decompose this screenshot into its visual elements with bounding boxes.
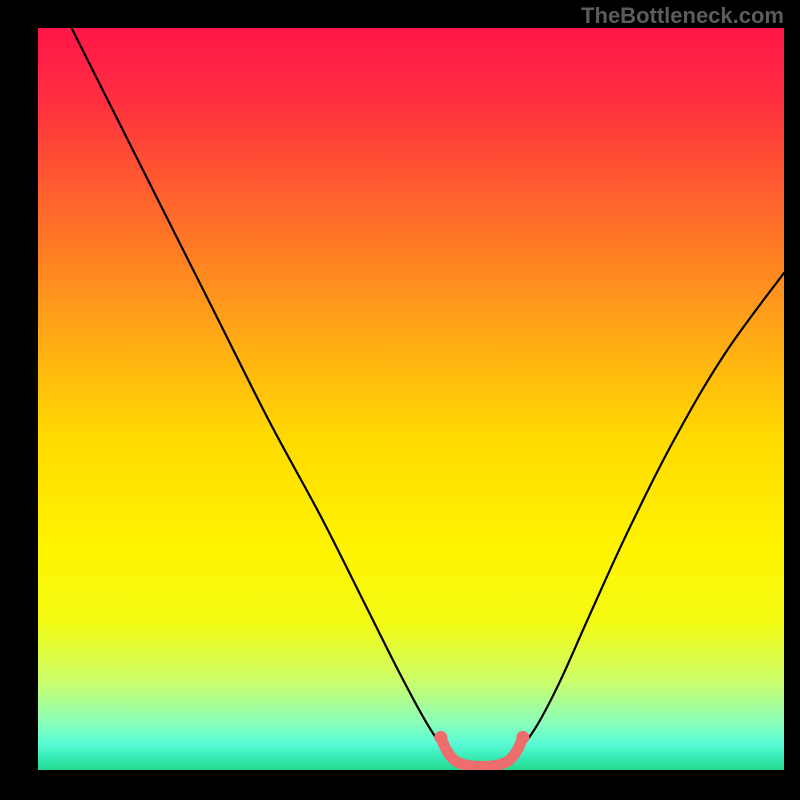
plot-area [38, 28, 784, 770]
bottleneck-curve [72, 28, 784, 767]
watermark-text: TheBottleneck.com [581, 3, 784, 29]
valley-highlight-left-cap [434, 731, 447, 744]
valley-highlight [441, 737, 523, 766]
curve-layer [38, 28, 784, 770]
valley-highlight-right-cap [516, 731, 529, 744]
